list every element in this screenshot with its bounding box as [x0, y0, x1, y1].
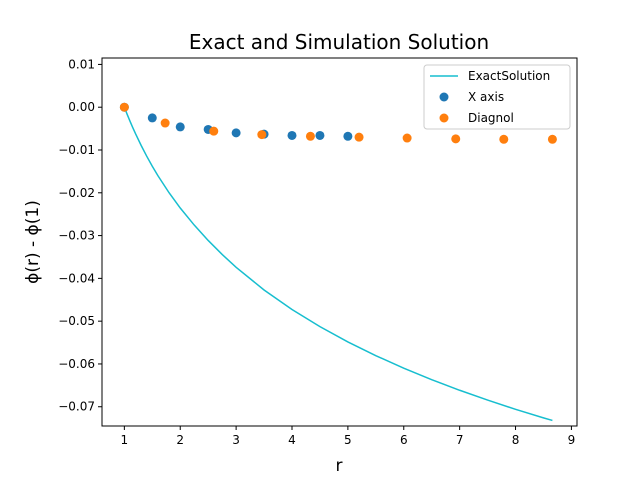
data-point-diagnol [160, 118, 170, 128]
data-point-diagnol [402, 133, 412, 143]
x-tick-label: 6 [400, 433, 408, 447]
plot-area [119, 102, 557, 422]
legend-swatch-marker [439, 92, 449, 102]
axes-frame [101, 57, 578, 427]
y-tick-label: −0.05 [58, 314, 95, 328]
x-tick-label: 4 [288, 433, 296, 447]
data-point-x-axis [287, 130, 297, 140]
data-point-diagnol [499, 134, 509, 144]
legend-label: ExactSolution [468, 69, 550, 83]
data-point-x-axis [315, 130, 325, 140]
x-tick-label: 2 [176, 433, 184, 447]
legend: ExactSolution X axis Diagnol [423, 64, 571, 130]
data-point-x-axis [175, 122, 185, 132]
y-tick-label: −0.01 [58, 143, 95, 157]
x-tick-label: 1 [121, 433, 129, 447]
x-tick-label: 5 [344, 433, 352, 447]
data-point-diagnol [354, 132, 364, 142]
legend-box [423, 64, 571, 130]
data-point-diagnol [451, 134, 461, 144]
data-point-x-axis [147, 113, 157, 123]
x-tick-label: 8 [512, 433, 520, 447]
y-axis-label: ϕ(r) - ϕ(1) [23, 200, 43, 284]
x-tick-label: 9 [568, 433, 576, 447]
y-tick-label: −0.07 [58, 400, 95, 414]
y-tick-label: −0.06 [58, 357, 95, 371]
data-point-diagnol [257, 130, 267, 140]
x-axis-label: r [336, 456, 343, 476]
x-tick-label: 7 [456, 433, 464, 447]
axis-ticks: 1 2 3 4 5 6 7 8 9 0.01 0.00 −0.01 −0.02 −0.03 −0.04 −0.… [58, 57, 575, 447]
x-tick-label: 3 [232, 433, 240, 447]
legend-label: X axis [468, 90, 504, 104]
data-point-diagnol [119, 102, 129, 112]
chart-title: Exact and Simulation Solution [189, 30, 489, 54]
data-point-diagnol [209, 126, 219, 136]
y-tick-label: −0.04 [58, 271, 95, 285]
series-line-exact-solution [123, 106, 553, 422]
y-tick-label: −0.03 [58, 229, 95, 243]
y-tick-label: 0.00 [68, 100, 95, 114]
y-tick-label: −0.02 [58, 186, 95, 200]
data-point-diagnol [305, 131, 315, 141]
data-point-x-axis [231, 128, 241, 138]
y-tick-label: 0.01 [68, 57, 95, 71]
data-point-diagnol [547, 134, 557, 144]
legend-swatch-marker [439, 113, 449, 123]
data-point-x-axis [343, 131, 353, 141]
legend-label: Diagnol [468, 111, 514, 125]
